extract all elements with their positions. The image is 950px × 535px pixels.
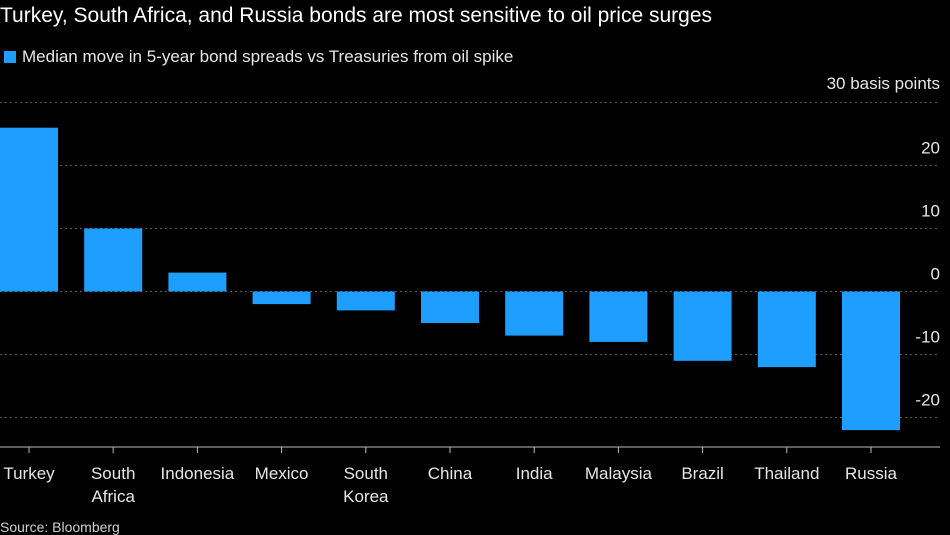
- bar: [673, 291, 732, 361]
- x-tick-label: Mexico: [255, 464, 309, 483]
- y-tick-label: -10: [915, 328, 940, 347]
- legend-swatch: [4, 51, 16, 63]
- bar: [0, 127, 58, 292]
- y-tick-label: 20: [921, 139, 940, 158]
- legend-label: Median move in 5-year bond spreads vs Tr…: [22, 47, 514, 66]
- x-tick-label: Africa: [91, 487, 135, 506]
- x-tick-label: Turkey: [3, 464, 55, 483]
- x-tick-label: Korea: [343, 487, 389, 506]
- bar: [842, 291, 900, 431]
- x-tick-label: Thailand: [754, 464, 819, 483]
- bar: [336, 291, 395, 311]
- bar: [589, 291, 648, 342]
- bar: [421, 291, 479, 323]
- x-tick-label: South: [344, 464, 388, 483]
- legend: Median move in 5-year bond spreads vs Tr…: [4, 47, 513, 67]
- bar: [84, 228, 143, 292]
- x-tick-label: India: [516, 464, 553, 483]
- x-tick-label: Russia: [845, 464, 898, 483]
- bar: [505, 291, 564, 336]
- x-tick-label: Indonesia: [161, 464, 235, 483]
- x-tick-label: China: [428, 464, 473, 483]
- y-tick-label: -20: [915, 391, 940, 410]
- chart-title: Turkey, South Africa, and Russia bonds a…: [0, 4, 713, 27]
- x-tick-label: Malaysia: [585, 464, 653, 483]
- x-tick-label: Brazil: [681, 464, 724, 483]
- y-tick-label: 10: [921, 202, 940, 221]
- y-tick-label: 0: [931, 265, 940, 284]
- x-tick-label: South: [91, 464, 135, 483]
- y-axis-unit-label: 30 basis points: [826, 74, 940, 93]
- source-note: Source: Bloomberg: [0, 519, 120, 535]
- bar: [757, 291, 816, 368]
- bar: [252, 291, 311, 305]
- bar: [168, 272, 227, 292]
